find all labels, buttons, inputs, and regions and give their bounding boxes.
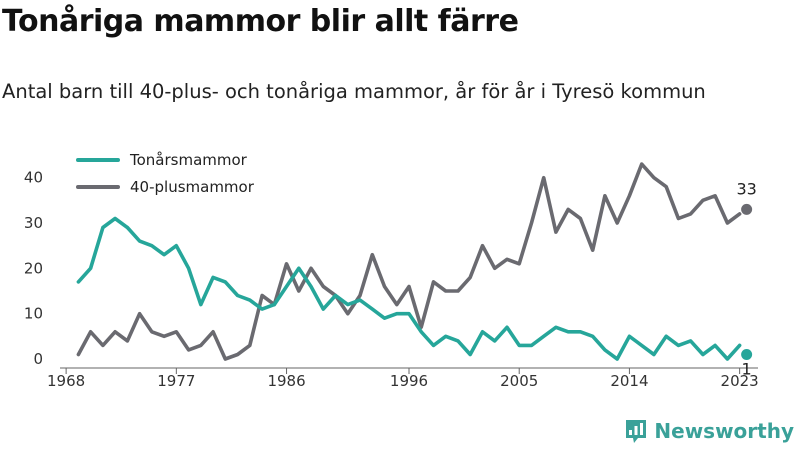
chart-subtitle: Antal barn till 40-plus- och tonåriga ma… [2,80,706,103]
newsworthy-logo-icon [626,420,647,443]
x-tick-label: 2014 [610,372,648,390]
x-tick-label: 1986 [267,372,305,390]
y-tick-label: 0 [33,350,43,368]
y-tick-label: 40 [24,169,43,187]
brand-name: Newsworthy [654,419,794,443]
x-tick-label: 2023 [721,372,759,390]
series-line-plusmammor [76,162,742,361]
legend-label: Tonårsmammor [129,151,248,169]
series-line-tonarsmammor [76,216,742,361]
series-end-point [741,348,753,360]
y-tick-label: 20 [24,259,43,277]
y-tick-label: 30 [24,214,43,232]
x-tick-label: 1977 [157,372,195,390]
newsworthy-brand: Newsworthy [624,418,794,444]
x-tick-label: 1968 [47,372,85,390]
x-tick-label: 2005 [500,372,538,390]
series-end-point [741,203,753,215]
legend-background [70,145,285,203]
y-tick-label: 10 [24,305,43,323]
legend: Tonårsmammor 40-plusmammor [70,145,285,203]
series-end-label: 33 [736,179,756,198]
legend-label: 40-plusmammor [130,178,255,196]
series-end-label: 1 [742,359,752,378]
chart-title: Tonåriga mammor blir allt färre [2,4,519,39]
x-tick-label: 1996 [390,372,428,390]
